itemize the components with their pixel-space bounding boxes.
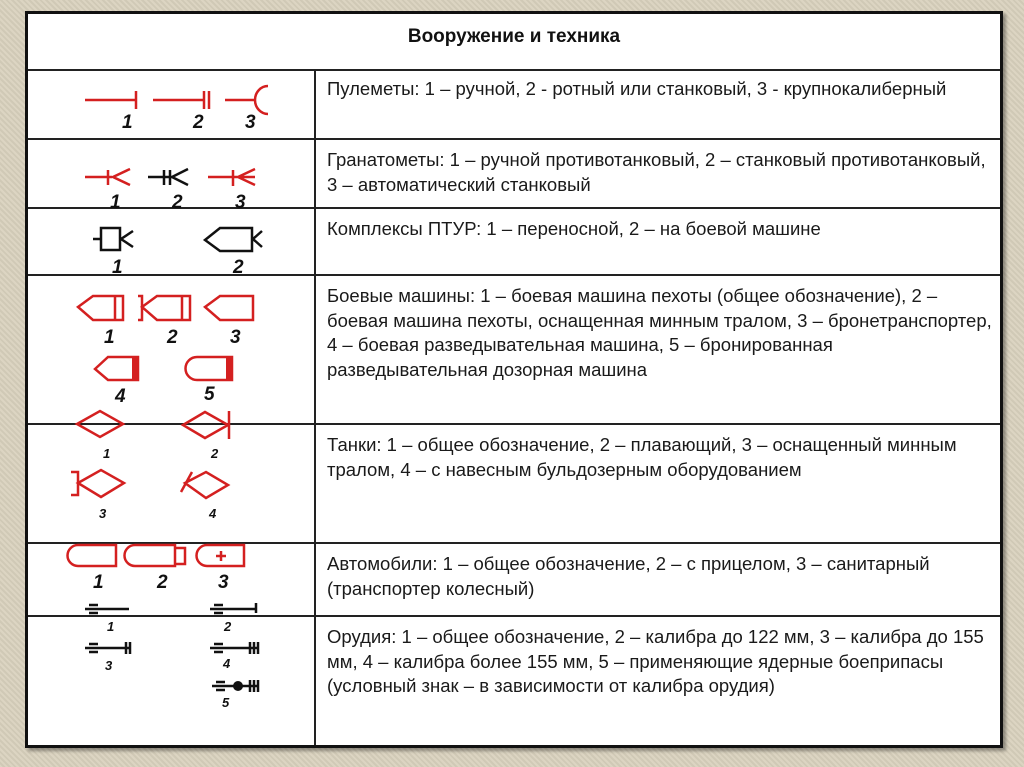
row-description: Комплексы ПТУР: 1 – переносной, 2 – на б… bbox=[314, 209, 1000, 274]
weapons-table: Вооружение и техника Пулеметы: 1 – ручно… bbox=[25, 11, 1003, 748]
row-machine-guns: Пулеметы: 1 – ручной, 2 - ротный или ста… bbox=[28, 69, 1000, 140]
row-atgm: Комплексы ПТУР: 1 – переносной, 2 – на б… bbox=[28, 209, 1000, 276]
row-grenade-launchers: Гранатометы: 1 – ручной противотанковый,… bbox=[28, 140, 1000, 209]
row-description: Боевые машины: 1 – боевая машина пехоты … bbox=[314, 276, 1000, 423]
row-description: Гранатометы: 1 – ручной противотанковый,… bbox=[314, 140, 1000, 207]
row-description: Танки: 1 – общее обозначение, 2 – плаваю… bbox=[314, 425, 1000, 542]
row-description: Пулеметы: 1 – ручной, 2 - ротный или ста… bbox=[314, 69, 1000, 138]
row-tanks: Танки: 1 – общее обозначение, 2 – плаваю… bbox=[28, 425, 1000, 544]
row-description: Автомобили: 1 – общее обозначение, 2 – с… bbox=[314, 544, 1000, 615]
row-combat-vehicles: Боевые машины: 1 – боевая машина пехоты … bbox=[28, 276, 1000, 425]
table-title: Вооружение и техника bbox=[28, 14, 1000, 71]
row-automobiles: Автомобили: 1 – общее обозначение, 2 – с… bbox=[28, 544, 1000, 617]
row-description: Орудия: 1 – общее обозначение, 2 – калиб… bbox=[314, 617, 1000, 745]
row-artillery: Орудия: 1 – общее обозначение, 2 – калиб… bbox=[28, 617, 1000, 745]
